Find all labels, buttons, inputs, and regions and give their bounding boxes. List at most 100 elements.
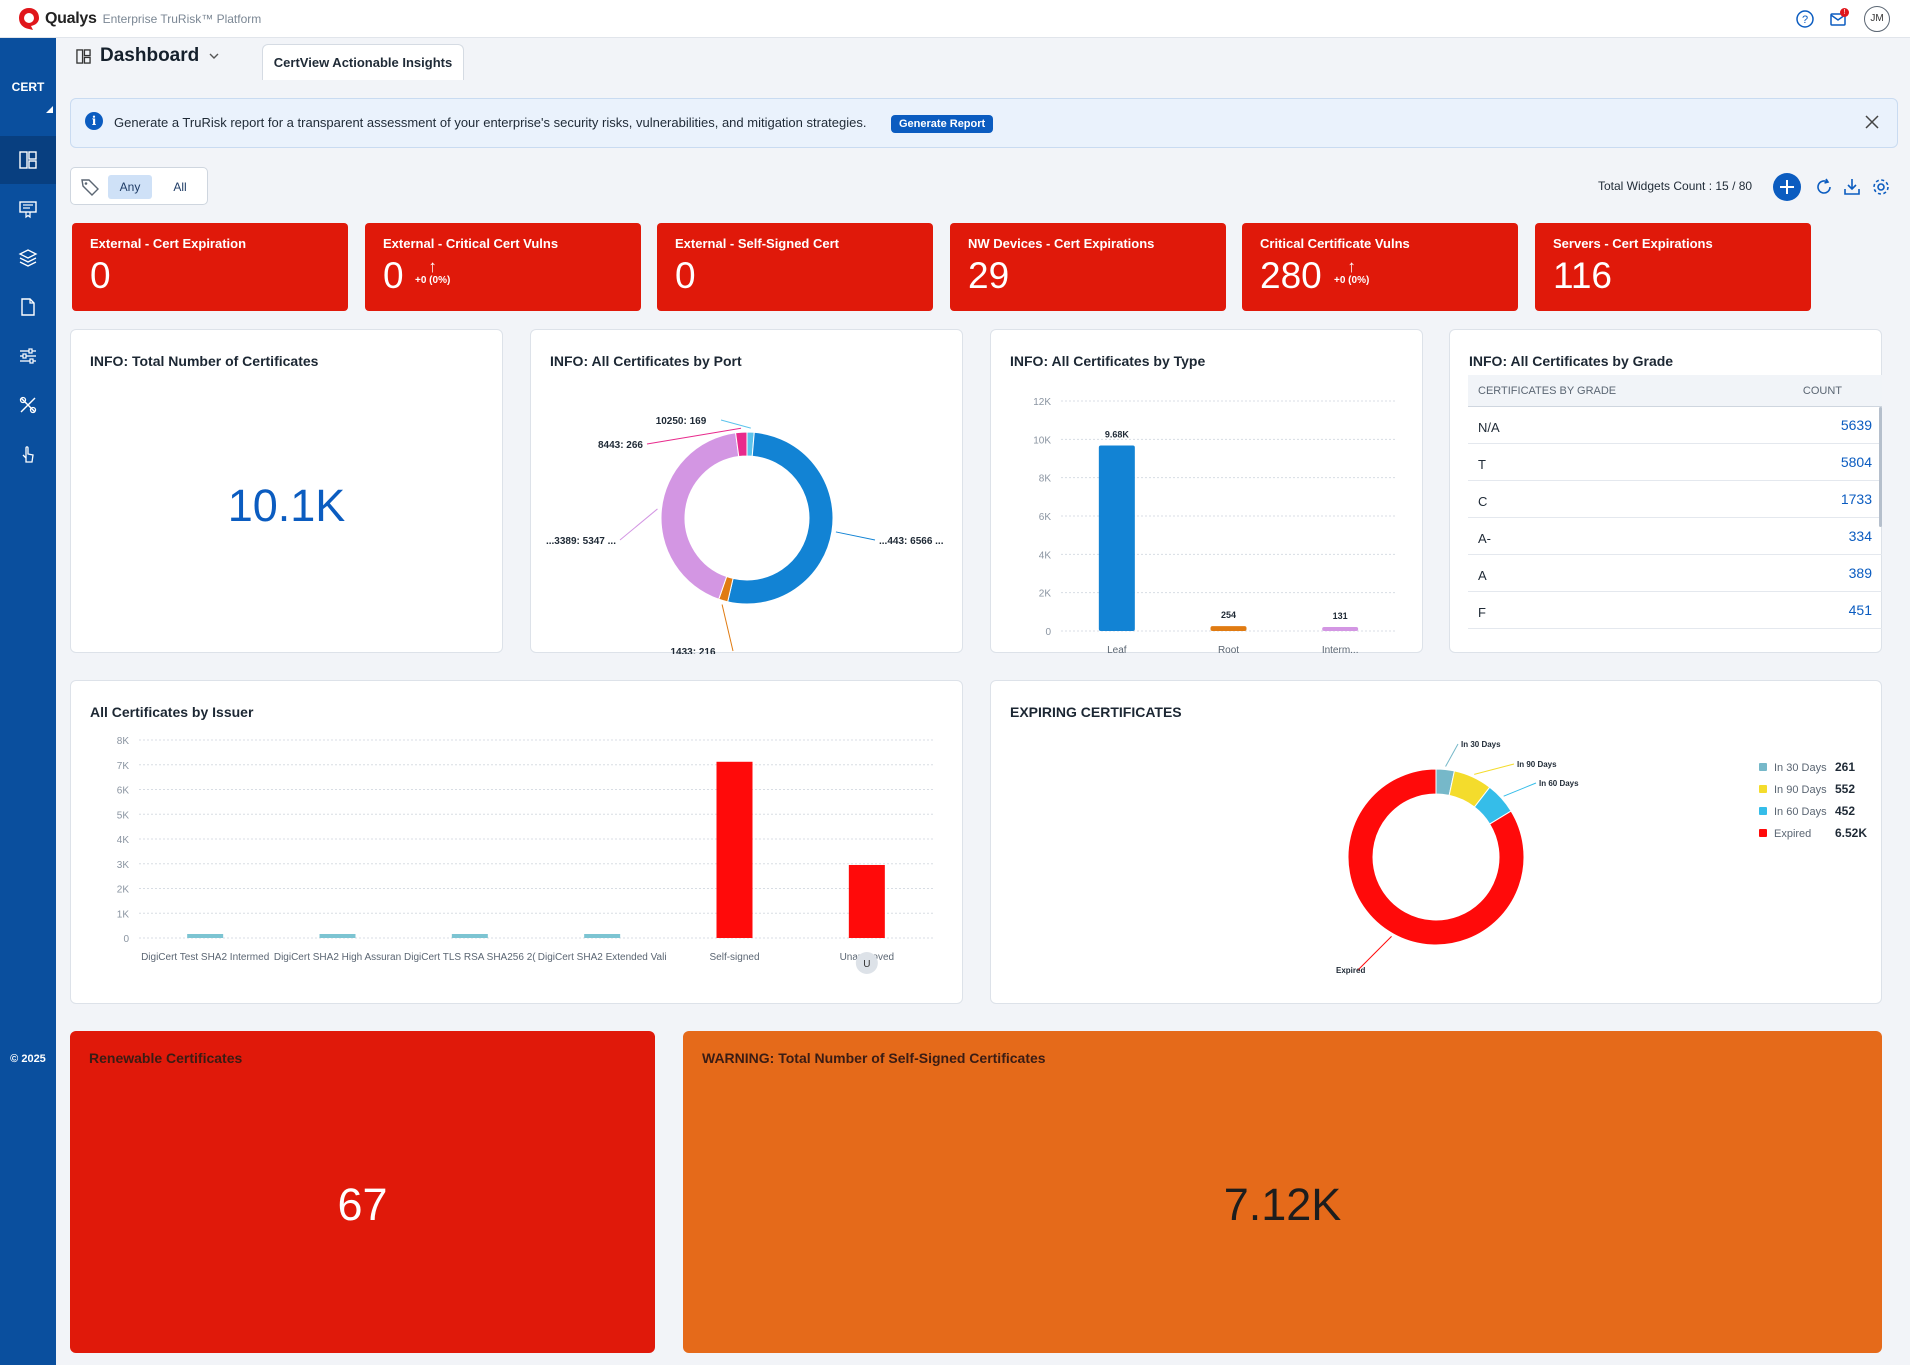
notification-badge: ! bbox=[1840, 8, 1849, 17]
tag-icon[interactable] bbox=[80, 177, 100, 197]
expiring-slice-label: In 90 Days bbox=[1517, 760, 1557, 769]
trurisk-banner: i Generate a TruRisk report for a transp… bbox=[70, 98, 1898, 148]
left-sidebar: CERT bbox=[0, 38, 56, 1365]
product-name: Enterprise TruRisk™ Platform bbox=[102, 12, 262, 26]
port-leader-line bbox=[646, 427, 742, 445]
issuer-y-tick: 2K bbox=[117, 885, 130, 896]
self-signed-value: 7.12K bbox=[1223, 1179, 1342, 1230]
dashboard-selector[interactable]: Dashboard bbox=[76, 45, 221, 67]
type-y-tick: 8K bbox=[1039, 474, 1052, 485]
arrow-up-icon: ↑ bbox=[1347, 257, 1356, 276]
issuer-y-tick: 5K bbox=[117, 810, 130, 821]
col-header-grade[interactable]: CERTIFICATES BY GRADE bbox=[1478, 385, 1617, 397]
grade-cell: F bbox=[1478, 605, 1486, 620]
count-cell[interactable]: 1733 bbox=[1840, 491, 1872, 507]
download-icon[interactable] bbox=[1840, 175, 1864, 199]
sidebar-item-certificates[interactable] bbox=[0, 185, 56, 233]
total-certificates-value: 10.1K bbox=[227, 480, 346, 531]
grade-cell: C bbox=[1478, 494, 1488, 509]
widget-total-certificates[interactable]: INFO: Total Number of Certificates 10.1K bbox=[70, 329, 503, 653]
kpi-servers-cert-expirations[interactable]: Servers - Cert Expirations 116 bbox=[1535, 223, 1811, 311]
issuer-bar bbox=[187, 934, 224, 938]
close-icon[interactable] bbox=[1861, 111, 1883, 133]
col-header-count[interactable]: COUNT bbox=[1802, 385, 1842, 397]
count-cell[interactable]: 5804 bbox=[1840, 454, 1872, 470]
kpi-critical-certificate-vulns[interactable]: Critical Certificate Vulns 280 ↑ +0 (0%) bbox=[1242, 223, 1518, 311]
widget-certificates-by-type[interactable]: INFO: All Certificates by Type 0 2K 4K 6K 8K… bbox=[990, 329, 1423, 654]
qualys-logo-icon bbox=[19, 8, 39, 30]
refresh-icon[interactable] bbox=[1812, 175, 1836, 199]
sidebar-item-dashboard[interactable] bbox=[0, 136, 56, 184]
legend-value: 6.52K bbox=[1835, 826, 1867, 840]
count-cell[interactable]: 5639 bbox=[1840, 417, 1872, 433]
grade-cell: A bbox=[1478, 568, 1487, 583]
table-row[interactable]: A 389 bbox=[1468, 555, 1882, 592]
table-row[interactable]: N/A 5639 bbox=[1468, 407, 1882, 444]
add-widget-button[interactable] bbox=[1773, 173, 1801, 201]
type-bar bbox=[1210, 626, 1247, 631]
copyright: © 2025 bbox=[10, 1053, 46, 1065]
tag-filter: Any All bbox=[70, 167, 208, 205]
info-icon: i bbox=[85, 112, 103, 130]
type-y-tick: 6K bbox=[1039, 512, 1052, 523]
port-leader-line bbox=[720, 419, 751, 429]
expiring-slice-label: In 60 Days bbox=[1539, 779, 1579, 788]
count-cell[interactable]: 451 bbox=[1848, 602, 1872, 618]
type-bar bbox=[1098, 445, 1135, 631]
expiring-slice-label: In 30 Days bbox=[1461, 740, 1501, 749]
sidebar-item-assets[interactable] bbox=[0, 234, 56, 282]
module-switcher[interactable]: CERT bbox=[0, 58, 56, 116]
chevron-down-icon bbox=[209, 53, 219, 59]
tab-certview-actionable-insights[interactable]: CertView Actionable Insights bbox=[262, 44, 464, 80]
table-row[interactable]: T 5804 bbox=[1468, 444, 1882, 481]
type-y-tick: 4K bbox=[1039, 550, 1052, 561]
sidebar-item-responses[interactable] bbox=[0, 430, 56, 478]
widget-expiring-certificates[interactable]: EXPIRING CERTIFICATES In 30 Days In 90 Da… bbox=[990, 680, 1882, 1004]
kpi-value: 116 bbox=[1553, 255, 1612, 296]
table-row[interactable]: F 451 bbox=[1468, 592, 1882, 629]
hand-pointer-icon bbox=[22, 446, 34, 463]
settings-gear-icon[interactable] bbox=[1869, 175, 1893, 199]
issuer-y-tick: 7K bbox=[117, 761, 130, 772]
widget-self-signed-certificates[interactable]: WARNING: Total Number of Self-Signed Cer… bbox=[683, 1031, 1882, 1353]
port-slice-label: 8443: 266 bbox=[598, 440, 643, 451]
widget-certificates-by-grade[interactable]: INFO: All Certificates by Grade CERTIFIC… bbox=[1449, 329, 1882, 653]
sidebar-item-reports[interactable] bbox=[0, 283, 56, 331]
table-row[interactable]: C 1733 bbox=[1468, 481, 1882, 518]
legend-label: Expired bbox=[1774, 828, 1811, 840]
tag-filter-any[interactable]: Any bbox=[108, 175, 152, 199]
widget-renewable-certificates[interactable]: Renewable Certificates 67 bbox=[70, 1031, 655, 1353]
kpi-external-self-signed-cert[interactable]: External - Self-Signed Cert 0 bbox=[657, 223, 933, 311]
legend-label: In 60 Days bbox=[1774, 806, 1827, 818]
expiring-slice-label: Expired bbox=[1336, 966, 1365, 975]
banner-message: Generate a TruRisk report for a transpar… bbox=[114, 115, 867, 130]
type-x-tick: Root bbox=[1218, 645, 1239, 654]
kpi-nw-devices-cert-expirations[interactable]: NW Devices - Cert Expirations 29 bbox=[950, 223, 1226, 311]
widget-certificates-by-issuer[interactable]: All Certificates by Issuer 0 1K 2K 3K 4K 5K 6K… bbox=[70, 680, 963, 1004]
issuer-bar bbox=[716, 761, 753, 938]
kpi-external-critical-cert-vulns[interactable]: External - Critical Cert Vulns 0 ↑ +0 (0… bbox=[365, 223, 641, 311]
issuer-bar-chart: 0 1K 2K 3K 4K 5K 6K 7K 8K DigiCert Test SHA2 Inte… bbox=[117, 736, 933, 974]
issuer-bar bbox=[848, 864, 885, 938]
port-leader-line bbox=[835, 531, 876, 541]
port-slice bbox=[660, 432, 740, 600]
user-avatar[interactable]: JM bbox=[1864, 6, 1890, 32]
sidebar-item-tools[interactable] bbox=[0, 381, 56, 429]
issuer-y-tick: 1K bbox=[117, 909, 130, 920]
kpi-trend-value: +0 (0%) bbox=[1334, 275, 1370, 286]
count-cell[interactable]: 334 bbox=[1848, 528, 1872, 544]
table-row[interactable]: A- 334 bbox=[1468, 518, 1882, 555]
tag-filter-all[interactable]: All bbox=[173, 180, 187, 194]
generate-report-button[interactable]: Generate Report bbox=[891, 115, 994, 133]
help-icon[interactable]: ? bbox=[1794, 8, 1816, 30]
expiring-leader-line bbox=[1445, 743, 1459, 767]
expiring-leader-line bbox=[1357, 936, 1392, 971]
grade-cell: N/A bbox=[1478, 420, 1500, 435]
kpi-external-cert-expiration[interactable]: External - Cert Expiration 0 bbox=[72, 223, 348, 311]
table-scrollbar[interactable] bbox=[1879, 407, 1882, 527]
count-cell[interactable]: 389 bbox=[1848, 565, 1872, 581]
qualys-logo[interactable]: Qualys Enterprise TruRisk™ Platform bbox=[18, 7, 261, 31]
issuer-y-tick: 8K bbox=[117, 736, 130, 747]
widget-certificates-by-port[interactable]: INFO: All Certificates by Port 10250: 16… bbox=[530, 329, 963, 654]
sidebar-item-configuration[interactable] bbox=[0, 332, 56, 380]
